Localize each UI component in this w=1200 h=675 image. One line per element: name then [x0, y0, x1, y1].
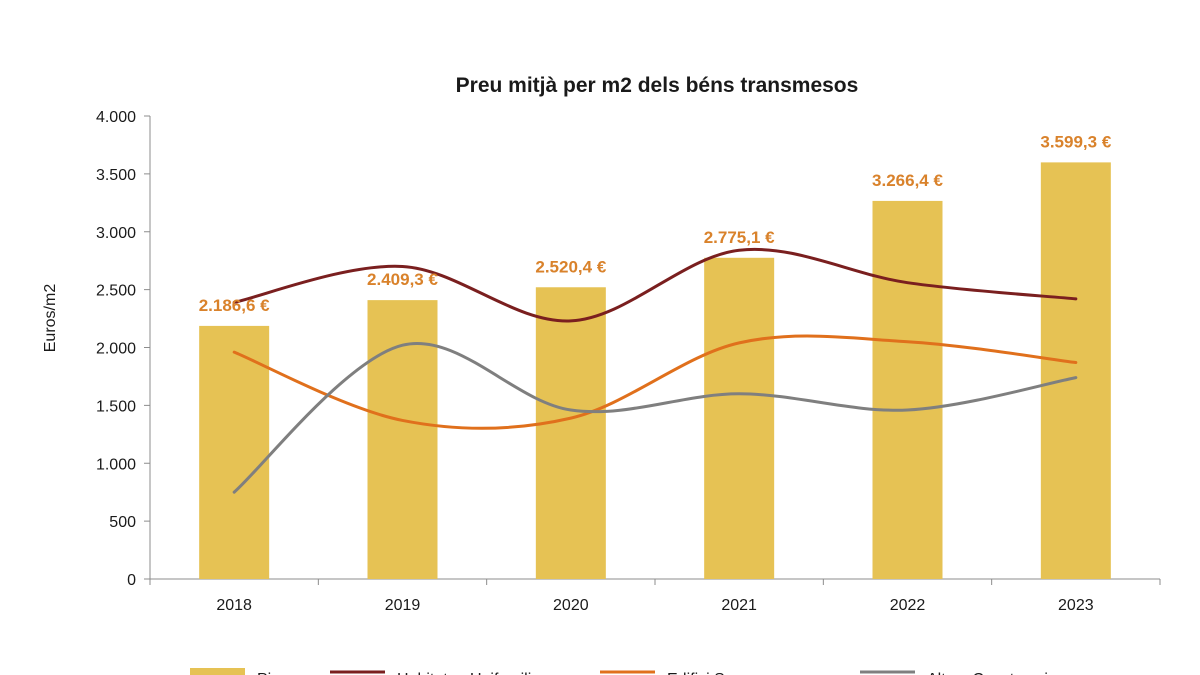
x-tick-label: 2021 [721, 597, 757, 614]
series-line [232, 247, 1078, 323]
data-label: 2.520,4 € [535, 257, 606, 276]
y-tick-label: 3.000 [96, 225, 136, 242]
legend-label: Edifici Sencer [667, 671, 765, 675]
series-line [232, 342, 1078, 494]
series-line [232, 334, 1078, 430]
bar [535, 287, 606, 579]
legend-label: Pis [257, 671, 279, 675]
y-tick-label: 1.000 [96, 456, 136, 473]
x-tick-label: 2022 [890, 597, 926, 614]
data-label: 2.775,1 € [704, 228, 775, 247]
data-label: 2.409,3 € [367, 270, 438, 289]
bar [872, 200, 943, 580]
data-label: 3.599,3 € [1040, 132, 1111, 151]
x-tick-label: 2019 [385, 597, 421, 614]
legend-swatch [190, 668, 245, 675]
x-axis: 2018 2019 2020 2021 2022 2023 [149, 578, 1161, 614]
bar [704, 257, 775, 579]
y-axis: 0 500 1.000 1.500 2.000 2.500 3.000 3.500 4.000 [96, 109, 151, 589]
bar [199, 325, 270, 579]
y-tick-label: 500 [109, 514, 136, 531]
legend-label: Habitatge Unifamiliar [397, 671, 546, 675]
y-tick-label: 3.500 [96, 167, 136, 184]
bar [1040, 162, 1111, 579]
y-tick-label: 1.500 [96, 398, 136, 415]
x-tick-label: 2020 [553, 597, 589, 614]
data-label: 2.186,6 € [199, 296, 270, 315]
line-series [232, 247, 1078, 494]
y-axis-label: Euros/m2 [42, 284, 59, 353]
y-tick-label: 2.500 [96, 283, 136, 300]
data-labels: 2.186,6 € 2.409,3 € 2.520,4 € 2.775,1 € 3.26… [199, 132, 1112, 315]
x-tick-label: 2023 [1058, 597, 1094, 614]
y-tick-label: 0 [127, 572, 136, 589]
chart-title: Preu mitjà per m2 dels béns transmesos [456, 74, 859, 97]
legend-label: Altres Construccions [927, 671, 1074, 675]
bar [367, 300, 438, 579]
data-label: 3.266,4 € [872, 171, 943, 190]
y-tick-label: 2.000 [96, 341, 136, 358]
x-tick-label: 2018 [216, 597, 252, 614]
y-tick-label: 4.000 [96, 109, 136, 126]
legend: Pis Habitatge Unifamiliar Edifici Sencer Al… [190, 668, 1074, 675]
bar-series [199, 162, 1111, 580]
